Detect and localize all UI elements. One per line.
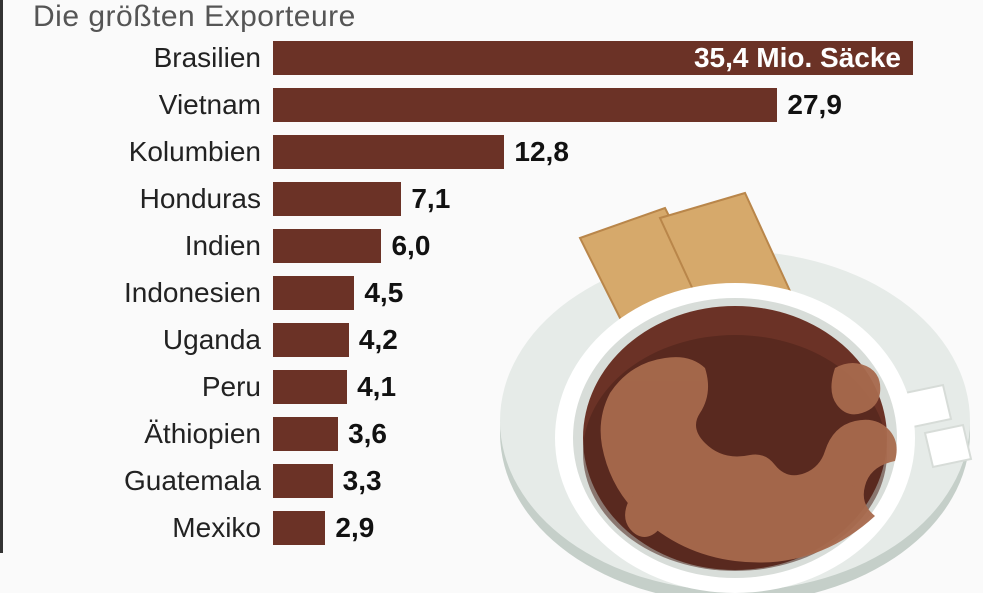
bar [273,182,401,216]
bar-value: 27,9 [787,89,842,121]
bar-row: Brasilien 35,4 Mio. Säcke [3,34,983,81]
country-label: Peru [3,371,273,403]
bar-row: Kolumbien 12,8 [3,128,983,175]
bar-wrap: 3,3 [273,464,983,498]
bar-value: 6,0 [391,230,430,262]
bar-chart: Brasilien 35,4 Mio. Säcke Vietnam 27,9 Kolum… [3,34,983,551]
bar-row: Indien 6,0 [3,222,983,269]
bar-row: Mexiko 2,9 [3,504,983,551]
bar-row: Vietnam 27,9 [3,81,983,128]
bar [273,229,381,263]
country-label: Brasilien [3,42,273,74]
country-label: Äthiopien [3,418,273,450]
country-label: Mexiko [3,512,273,544]
bar-value: 7,1 [411,183,450,215]
bar-value: 35,4 Mio. Säcke [694,42,901,74]
bar-row: Uganda 4,2 [3,316,983,363]
bar [273,464,333,498]
bar-wrap: 4,2 [273,323,983,357]
bar-wrap: 12,8 [273,135,983,169]
bar-wrap: 4,1 [273,370,983,404]
bar-wrap: 7,1 [273,182,983,216]
bar-row: Honduras 7,1 [3,175,983,222]
chart-title: Die größten Exporteure [33,0,356,34]
bar-wrap: 27,9 [273,88,983,122]
bar-wrap: 4,5 [273,276,983,310]
bar-value: 12,8 [514,136,569,168]
bar-row: Indonesien 4,5 [3,269,983,316]
bar [273,276,354,310]
bar-wrap: 3,6 [273,417,983,451]
bar [273,135,504,169]
bar-row: Guatemala 3,3 [3,457,983,504]
country-label: Kolumbien [3,136,273,168]
country-label: Indien [3,230,273,262]
bar-wrap: 2,9 [273,511,983,545]
country-label: Vietnam [3,89,273,121]
bar-row: Peru 4,1 [3,363,983,410]
bar-row: Äthiopien 3,6 [3,410,983,457]
bar [273,370,347,404]
bar-value: 4,1 [357,371,396,403]
bar [273,323,349,357]
bar [273,511,325,545]
bar-value: 3,3 [343,465,382,497]
country-label: Honduras [3,183,273,215]
bar-value: 2,9 [335,512,374,544]
bar-value: 4,2 [359,324,398,356]
country-label: Guatemala [3,465,273,497]
bar-wrap: 35,4 Mio. Säcke [273,41,983,75]
bar [273,417,338,451]
bar-wrap: 6,0 [273,229,983,263]
country-label: Indonesien [3,277,273,309]
bar: 35,4 Mio. Säcke [273,41,913,75]
bar-value: 4,5 [364,277,403,309]
bar-value: 3,6 [348,418,387,450]
country-label: Uganda [3,324,273,356]
bar [273,88,777,122]
